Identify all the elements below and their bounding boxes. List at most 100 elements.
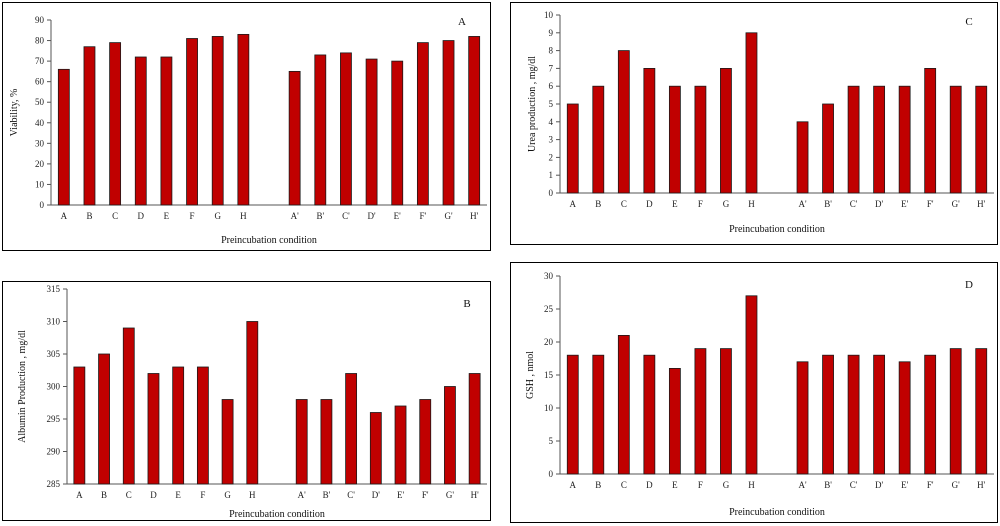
x-category-label: E (672, 199, 678, 209)
x-category-label: B (86, 211, 92, 221)
chart-panel-a: 0 10 20 30 40 50 60 70 80 90 A B C D E F G H A' B' C' D' E' F' G… (2, 2, 491, 251)
x-category-label: B' (824, 480, 832, 490)
x-category-label: E (175, 490, 181, 500)
bar-D (147, 373, 160, 485)
y-tick-label: 3 (549, 135, 554, 145)
y-tick-label: 7 (549, 63, 554, 73)
bar-F (186, 38, 198, 206)
bar-G (720, 348, 732, 475)
bar-F' (924, 354, 937, 475)
bar-E (668, 85, 681, 194)
x-category-label: G' (444, 211, 452, 221)
x-category-label: A (61, 211, 68, 221)
bar-C' (345, 373, 358, 485)
x-category-label: B' (316, 211, 324, 221)
x-category-label: C' (342, 211, 350, 221)
x-category-label: H' (977, 199, 985, 209)
x-category-label: A' (298, 490, 306, 500)
y-axis-title: Viability, % (9, 89, 20, 137)
y-tick-label: 5 (549, 99, 554, 109)
x-category-label: E (672, 480, 678, 490)
bar-A (73, 366, 86, 485)
y-tick-label: 4 (549, 117, 554, 127)
bar-C (617, 50, 630, 194)
bar-B' (314, 54, 327, 206)
bar-B (83, 46, 96, 206)
x-category-label: F (190, 211, 195, 221)
bar-D' (873, 85, 886, 194)
bar-H' (975, 85, 988, 194)
bar-C' (847, 354, 860, 475)
bar-G' (949, 348, 962, 475)
x-axis-title: Preincubation condition (221, 235, 317, 246)
x-axis-title: Preincubation condition (229, 509, 325, 520)
bar-D' (873, 354, 886, 475)
bar-A' (295, 399, 308, 485)
y-tick-label: 0 (549, 188, 554, 198)
chart-svg-d: 0 5 10 15 20 25 30 A B C D E F G H A' B' C' D' E' F' G' H' Prei… (525, 271, 994, 518)
y-tick-label: 60 (35, 77, 45, 87)
x-axis-title: Preincubation condition (729, 507, 825, 518)
bar-B' (320, 399, 333, 485)
bar-C' (340, 52, 352, 206)
y-tick-label: 9 (549, 28, 554, 38)
x-category-label: D (150, 490, 157, 500)
y-tick-label: 295 (47, 414, 61, 424)
x-category-label: D' (368, 211, 376, 221)
x-category-label: E' (394, 211, 401, 221)
y-tick-label: 1 (549, 170, 554, 180)
x-category-label: A' (798, 480, 806, 490)
y-tick-label: 10 (544, 10, 554, 20)
bar-F' (416, 42, 429, 206)
chart-svg-a: 0 10 20 30 40 50 60 70 80 90 A B C D E F G H A' B' C' D' E' F' G… (9, 15, 487, 246)
y-tick-label: 285 (47, 479, 61, 489)
x-category-label: C (621, 199, 627, 209)
x-category-label: G' (446, 490, 454, 500)
bar-D (643, 354, 656, 475)
x-category-label: H' (471, 490, 479, 500)
y-tick-label: 310 (47, 317, 61, 327)
x-category-label: A' (291, 211, 299, 221)
y-axis-title: GSH , nmol (525, 351, 536, 399)
y-tick-label: 70 (35, 56, 45, 66)
bar-A' (796, 121, 809, 194)
x-category-label: C (112, 211, 118, 221)
bar-H (745, 295, 758, 475)
bar-F (196, 366, 209, 485)
x-axis-title: Preincubation condition (729, 224, 825, 235)
panel-letter: C (965, 16, 972, 28)
bar-F' (419, 399, 432, 485)
x-category-label: A (570, 480, 577, 490)
bar-D' (369, 412, 382, 485)
x-category-label: D (646, 199, 653, 209)
x-category-label: H' (977, 480, 985, 490)
bar-H' (468, 373, 481, 485)
x-category-label: G (224, 490, 231, 500)
bar-E (668, 368, 681, 475)
bar-B (592, 354, 605, 475)
x-category-label: B (595, 480, 601, 490)
x-category-label: E' (901, 480, 908, 490)
y-tick-label: 15 (544, 370, 554, 380)
bar-C (109, 42, 122, 206)
bar-B' (822, 354, 834, 475)
x-category-label: G (214, 211, 221, 221)
chart-panel-c: 0 1 2 3 4 5 6 7 8 9 10 A B C D E F G H A' B' C' D' E' F' G' H' Prei… (510, 2, 998, 245)
y-tick-label: 50 (35, 97, 45, 107)
x-category-label: D (138, 211, 145, 221)
x-category-label: E (164, 211, 170, 221)
x-category-label: E' (397, 490, 404, 500)
bar-A' (796, 361, 809, 475)
panel-letter: A (458, 16, 466, 28)
chart-svg-c: 0 1 2 3 4 5 6 7 8 9 10 A B C D E F G H A' B' C' D' E' F' G' H' Prei… (527, 10, 994, 235)
x-category-label: G' (952, 199, 960, 209)
chart-svg-b: 285 290 295 300 305 310 315 A B C D E F G H A' B' C' D' E' F… (17, 284, 487, 520)
bar-B (592, 85, 605, 194)
y-tick-label: 315 (47, 284, 61, 294)
bar-E' (394, 405, 407, 485)
bar-C (617, 335, 630, 475)
bar-E' (391, 60, 404, 206)
x-category-label: A (76, 490, 83, 500)
bar-F (694, 85, 707, 194)
bar-A' (288, 70, 301, 206)
